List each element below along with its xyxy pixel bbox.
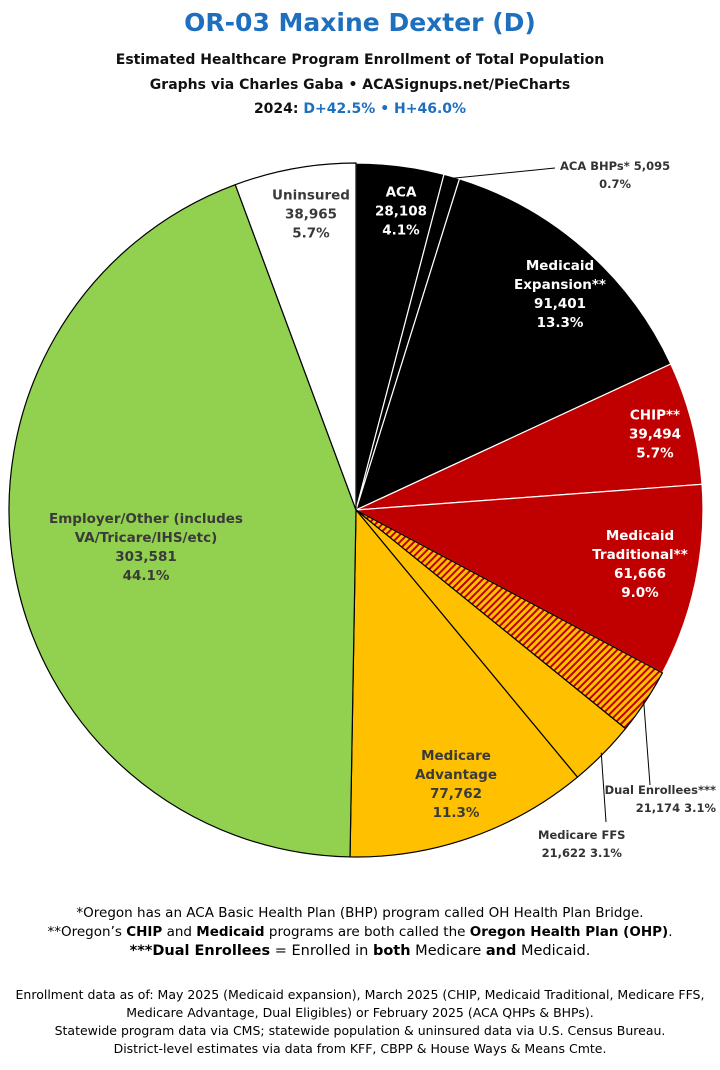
value-label: 21,174 <box>635 801 681 815</box>
pie-slice <box>234 162 357 511</box>
value-label: 303,581 <box>115 549 177 565</box>
value-label: 91,401 <box>533 296 587 312</box>
percent-label: 13.3% <box>536 315 584 331</box>
category-label: Employer/Other (includes VA/Tricare/IHS/… <box>49 511 243 546</box>
source: Enrollment data as of: May 2025 (Medicai… <box>15 987 705 1020</box>
category-label: Dual Enrollees*** <box>604 783 716 797</box>
separator: • <box>380 101 390 117</box>
category-label: Medicare FFS <box>538 828 626 842</box>
slice-label: Uninsured 38,965 5.7% <box>271 187 351 244</box>
category-label: Medicaid Expansion** <box>514 258 606 293</box>
percent-label: 11.3% <box>432 805 480 821</box>
year: 2024: <box>253 101 299 117</box>
label-line: Medicare FFS <box>538 826 625 844</box>
value-label: 77,762 <box>429 786 483 802</box>
pie-slice <box>8 183 357 858</box>
category-label: CHIP** <box>629 407 681 424</box>
note-text: **Oregon’s <box>47 924 127 940</box>
pie-slice <box>353 483 704 674</box>
note-text: . <box>668 924 673 940</box>
pie-slice <box>355 178 672 512</box>
note-text: programs are both called the <box>264 924 470 940</box>
credit: Graphs via Charles Gaba • ACASignups.net… <box>149 77 571 93</box>
percent-label: 3.1% <box>684 801 716 815</box>
slice-label: Employer/Other (includes VA/Tricare/IHS/… <box>21 510 271 586</box>
sources: Enrollment data as of: May 2025 (Medicai… <box>0 986 720 1058</box>
label-line: ACA BHPs* 5,095 <box>560 157 670 175</box>
value-label: 39,494 <box>628 426 682 443</box>
subtitle: Estimated Healthcare Program Enrollment … <box>115 52 605 68</box>
source: Statewide program data via CMS; statewid… <box>54 1023 666 1038</box>
value-label: 5,095 <box>633 159 671 173</box>
value-label: 21,622 <box>541 846 586 860</box>
percent-label: 4.1% <box>382 222 420 239</box>
note: ***Dual Enrollees = Enrolled in both Med… <box>0 942 720 961</box>
category-label: Medicare Advantage <box>414 748 497 783</box>
category-label: ACA <box>385 184 417 201</box>
category-label: Uninsured <box>272 187 350 204</box>
pie-slice <box>349 508 579 858</box>
category-label: Medicaid Traditional** <box>592 528 688 563</box>
slice-label: Dual Enrollees*** 21,174 3.1% <box>605 781 716 817</box>
label-line: Dual Enrollees*** <box>605 781 716 799</box>
note-text: CHIP <box>126 924 163 940</box>
percent-label: 44.1% <box>122 568 170 584</box>
note-text: Oregon Health Plan (OHP) <box>469 924 669 940</box>
percent-label: 0.7% <box>599 177 632 191</box>
leader-line <box>600 752 607 823</box>
notes: *Oregon has an ACA Basic Health Plan (BH… <box>0 904 720 961</box>
leader-line <box>451 167 556 179</box>
margins: 2024: D+42.5% • H+46.0% <box>0 101 720 117</box>
value-label: 38,965 <box>284 206 338 223</box>
note-text: and <box>485 943 517 959</box>
slice-label: Medicaid Traditional** 61,666 9.0% <box>585 527 695 603</box>
label-line: 21,174 3.1% <box>605 799 716 817</box>
slice-label: ACA BHPs* 5,095 0.7% <box>560 157 670 193</box>
note-text: Medicaid. <box>516 943 591 959</box>
percent-label: 3.1% <box>589 846 622 860</box>
note-text: *Oregon has an ACA Basic Health Plan (BH… <box>76 905 644 921</box>
slice-label: ACA 28,108 4.1% <box>371 184 431 241</box>
pie-slice <box>355 363 703 511</box>
percent-label: 5.7% <box>292 225 330 242</box>
label-line: 0.7% <box>560 175 670 193</box>
source: District-level estimates via data from K… <box>113 1041 607 1056</box>
h-margin: H+46.0% <box>394 101 467 117</box>
note-text: and <box>162 924 197 940</box>
note-text: both <box>372 943 411 959</box>
value-label: 61,666 <box>613 566 667 582</box>
slice-label: CHIP** 39,494 5.7% <box>615 407 695 464</box>
slice-label: Medicare Advantage 77,762 11.3% <box>401 747 511 823</box>
slice-label: Medicaid Expansion** 91,401 13.3% <box>505 257 615 333</box>
category-label: ACA BHPs* <box>560 159 630 173</box>
d-margin: D+42.5% <box>303 101 376 117</box>
label-line: 21,622 3.1% <box>538 844 625 862</box>
percent-label: 5.7% <box>636 445 674 462</box>
percent-label: 9.0% <box>621 585 659 601</box>
leader-line <box>643 700 651 786</box>
note: **Oregon’s CHIP and Medicaid programs ar… <box>0 923 720 942</box>
note-text: Medicaid <box>196 924 265 940</box>
pie-chart <box>8 162 704 858</box>
note-text: Medicare <box>410 943 486 959</box>
title: OR-03 Maxine Dexter (D) <box>184 8 536 37</box>
value-label: 28,108 <box>374 203 428 220</box>
note-text: ***Dual Enrollees <box>129 943 271 959</box>
slice-label: Medicare FFS 21,622 3.1% <box>538 826 625 862</box>
note: *Oregon has an ACA Basic Health Plan (BH… <box>0 904 720 923</box>
note-text: = Enrolled in <box>270 943 373 959</box>
